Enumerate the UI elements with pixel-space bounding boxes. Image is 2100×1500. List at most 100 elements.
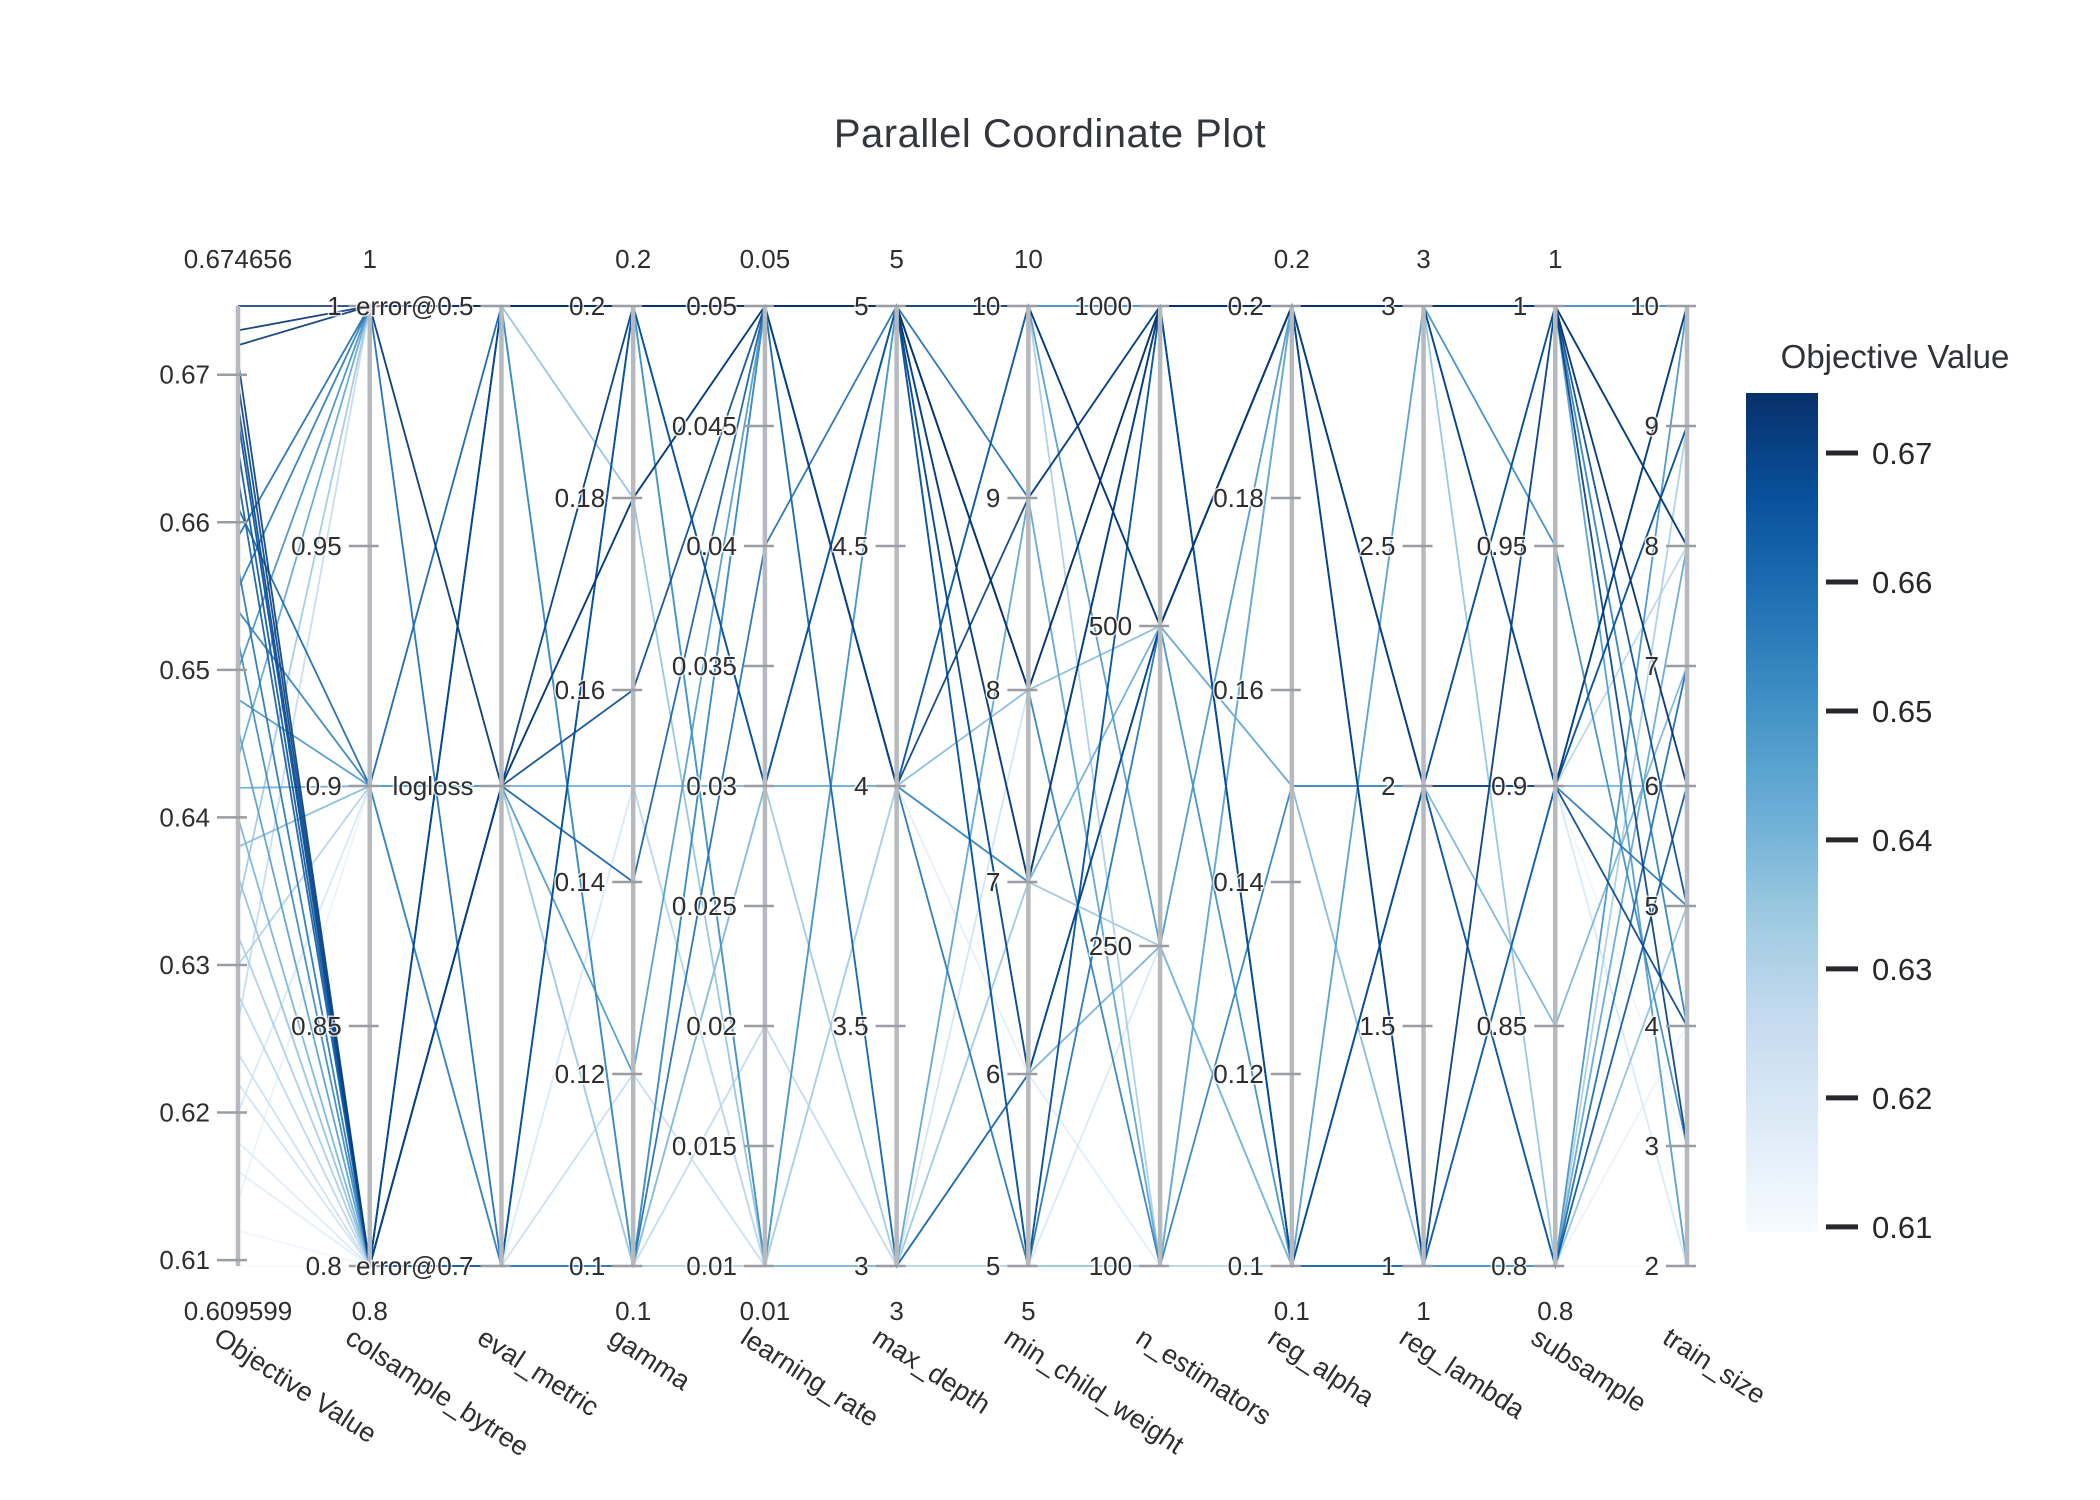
svg-text:0.85: 0.85 (1477, 1011, 1528, 1041)
svg-text:5: 5 (986, 1251, 1000, 1281)
tick-labels: 0.67 0.66 0.65 0.64 0.63 0.62 0.61 0.674656 0.60… (158, 244, 1696, 1326)
svg-text:1: 1 (1381, 1251, 1395, 1281)
svg-text:0.16: 0.16 (1213, 675, 1264, 705)
svg-text:3.5: 3.5 (832, 1011, 868, 1041)
dimension-label-reg_alpha: reg_alpha (1263, 1322, 1381, 1413)
svg-text:0.05: 0.05 (686, 291, 737, 321)
svg-text:0.18: 0.18 (555, 483, 606, 513)
svg-text:5: 5 (1021, 1296, 1035, 1326)
svg-text:0.65: 0.65 (159, 655, 210, 685)
trial-lines (237, 302, 1688, 1270)
svg-text:0.8: 0.8 (306, 1251, 342, 1281)
svg-text:0.04: 0.04 (686, 531, 737, 561)
svg-text:0.14: 0.14 (1213, 867, 1264, 897)
svg-text:1: 1 (362, 244, 376, 274)
svg-text:2: 2 (1381, 771, 1395, 801)
svg-text:5: 5 (889, 244, 903, 274)
svg-text:0.66: 0.66 (159, 507, 210, 537)
svg-text:logloss: logloss (393, 771, 474, 801)
trial-line (237, 305, 1688, 1267)
svg-text:0.02: 0.02 (686, 1011, 737, 1041)
colorbar-title: Objective Value (1780, 338, 2010, 375)
svg-text:0.01: 0.01 (740, 1296, 791, 1326)
colorbar-gradient (1746, 393, 1818, 1232)
svg-text:0.61: 0.61 (1872, 1210, 1932, 1245)
svg-text:10: 10 (1630, 291, 1659, 321)
svg-text:0.12: 0.12 (555, 1059, 606, 1089)
svg-text:4.5: 4.5 (832, 531, 868, 561)
svg-text:1000: 1000 (1074, 291, 1132, 321)
svg-text:0.66: 0.66 (1872, 565, 1932, 600)
svg-text:3: 3 (889, 1296, 903, 1326)
trial-line (238, 305, 1688, 787)
svg-text:0.2: 0.2 (569, 291, 605, 321)
dimension-label-max_depth: max_depth (867, 1322, 995, 1420)
svg-text:0.62: 0.62 (1872, 1081, 1932, 1116)
svg-text:0.8: 0.8 (1537, 1296, 1573, 1326)
svg-text:error@0.5: error@0.5 (356, 291, 473, 321)
svg-text:7: 7 (1645, 651, 1659, 681)
svg-text:10: 10 (1014, 244, 1043, 274)
colorbar: 0.67 0.66 0.65 0.64 0.63 0.62 0.61 (1746, 393, 1932, 1245)
svg-text:0.18: 0.18 (1213, 483, 1264, 513)
dimension-label-subsample: subsample (1526, 1322, 1652, 1418)
svg-text:0.85: 0.85 (291, 1011, 342, 1041)
svg-text:0.8: 0.8 (352, 1296, 388, 1326)
svg-text:0.14: 0.14 (555, 867, 606, 897)
svg-text:1: 1 (1548, 244, 1562, 274)
trial-line (237, 305, 1688, 1267)
svg-text:1: 1 (1513, 291, 1527, 321)
svg-text:8: 8 (1645, 531, 1659, 561)
svg-text:0.67: 0.67 (1872, 436, 1932, 471)
svg-text:0.65: 0.65 (1872, 694, 1932, 729)
svg-text:10: 10 (971, 291, 1000, 321)
svg-text:0.62: 0.62 (159, 1098, 210, 1128)
svg-text:0.64: 0.64 (159, 802, 210, 832)
dimension-label-reg_lambda: reg_lambda (1394, 1322, 1531, 1425)
svg-text:0.9: 0.9 (306, 771, 342, 801)
dimension-label-train_size: train_size (1658, 1322, 1771, 1410)
svg-text:0.05: 0.05 (740, 244, 791, 274)
svg-text:4: 4 (854, 771, 868, 801)
chart-title: Parallel Coordinate Plot (833, 112, 1267, 156)
dimension-label-gamma: gamma (604, 1322, 697, 1397)
svg-text:3: 3 (1416, 244, 1430, 274)
svg-text:0.61: 0.61 (159, 1245, 210, 1275)
svg-text:9: 9 (986, 483, 1000, 513)
svg-text:0.95: 0.95 (1477, 531, 1528, 561)
svg-text:error@0.7: error@0.7 (356, 1251, 473, 1281)
svg-text:0.025: 0.025 (672, 891, 737, 921)
svg-text:0.67: 0.67 (159, 360, 210, 390)
svg-text:100: 100 (1089, 1251, 1132, 1281)
svg-text:5: 5 (854, 291, 868, 321)
svg-text:0.12: 0.12 (1213, 1059, 1264, 1089)
svg-text:0.63: 0.63 (159, 950, 210, 980)
svg-text:6: 6 (1645, 771, 1659, 801)
svg-text:0.95: 0.95 (291, 531, 342, 561)
svg-text:0.01: 0.01 (686, 1251, 737, 1281)
svg-text:2.5: 2.5 (1359, 531, 1395, 561)
svg-text:0.63: 0.63 (1872, 952, 1932, 987)
svg-text:6: 6 (986, 1059, 1000, 1089)
svg-text:1: 1 (327, 291, 341, 321)
dimension-label-learning_rate: learning_rate (736, 1322, 885, 1433)
svg-text:0.045: 0.045 (672, 411, 737, 441)
svg-text:250: 250 (1089, 931, 1132, 961)
svg-text:0.2: 0.2 (1228, 291, 1264, 321)
svg-text:0.2: 0.2 (1274, 244, 1310, 274)
dimension-labels: Objective Valuecolsample_bytreeeval_metr… (209, 1322, 1771, 1462)
svg-text:0.015: 0.015 (672, 1131, 737, 1161)
svg-text:0.674656: 0.674656 (184, 244, 292, 274)
svg-text:5: 5 (1645, 891, 1659, 921)
svg-text:0.8: 0.8 (1491, 1251, 1527, 1281)
svg-text:0.2: 0.2 (615, 244, 651, 274)
svg-text:0.1: 0.1 (1274, 1296, 1310, 1326)
svg-text:0.1: 0.1 (1228, 1251, 1264, 1281)
svg-text:0.1: 0.1 (615, 1296, 651, 1326)
svg-text:0.035: 0.035 (672, 651, 737, 681)
svg-text:4: 4 (1645, 1011, 1659, 1041)
svg-text:500: 500 (1089, 611, 1132, 641)
svg-text:0.64: 0.64 (1872, 823, 1932, 858)
